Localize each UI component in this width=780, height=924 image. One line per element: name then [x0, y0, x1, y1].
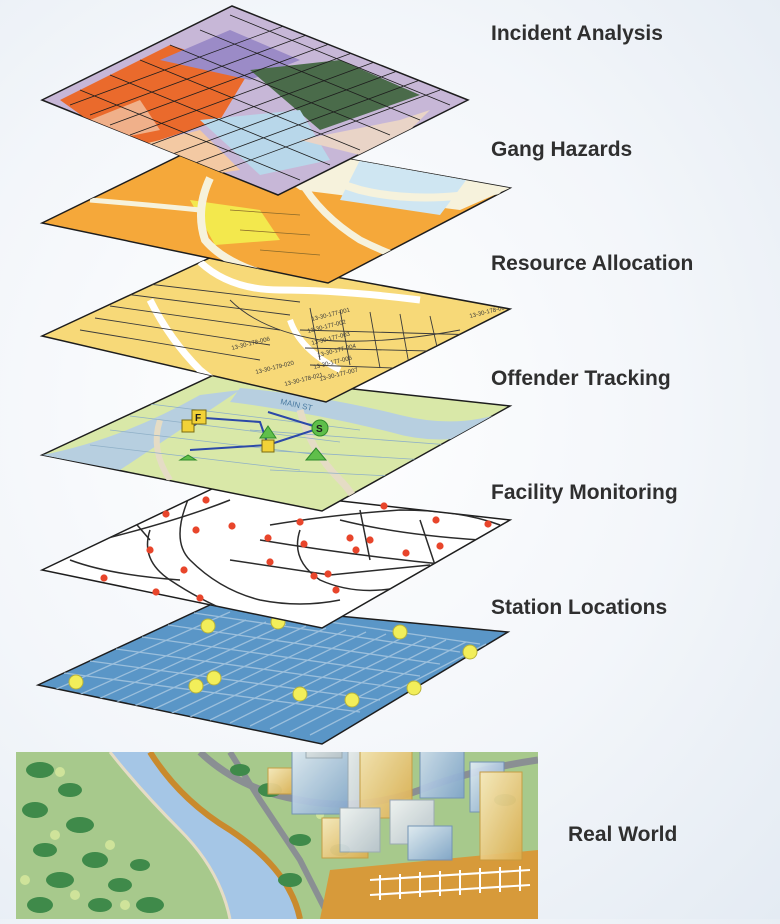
- station-point: [406, 680, 422, 696]
- finish-marker-label: F: [195, 413, 201, 424]
- facility-node: [202, 496, 210, 504]
- facility-nodes: [100, 496, 492, 602]
- layer-label-incident-analysis: Incident Analysis: [491, 22, 663, 45]
- facility-node: [346, 534, 354, 542]
- real-world-base: [16, 752, 538, 919]
- facility-node: [484, 520, 492, 528]
- facility-node: [366, 536, 374, 544]
- facility-node: [380, 502, 388, 510]
- facility-node: [192, 526, 200, 534]
- start-marker-label: S: [316, 424, 323, 435]
- station-point: [200, 618, 216, 634]
- station-point: [206, 670, 222, 686]
- facility-node: [152, 588, 160, 596]
- facility-monitoring-layer: [39, 486, 513, 629]
- station-point: [292, 686, 308, 702]
- facility-node: [296, 518, 304, 526]
- incident-analysis-layer: [40, 5, 470, 196]
- station-point: [462, 644, 478, 660]
- facility-node: [324, 570, 332, 578]
- facility-node: [310, 572, 318, 580]
- facility-node: [432, 516, 440, 524]
- facility-node: [100, 574, 108, 582]
- offender-route: F S: [178, 409, 329, 461]
- offender-tracking-layer: MAIN ST F S: [39, 373, 513, 512]
- facility-node: [146, 546, 154, 554]
- parcel-id-label: 13-30-17: [437, 351, 462, 363]
- start-marker: [311, 419, 329, 437]
- facility-node: [162, 510, 170, 518]
- resource-allocation-layer: 13-30-177-00113-30-177-00213-30-177-0031…: [39, 254, 513, 403]
- facility-node: [332, 586, 340, 594]
- facility-node: [196, 594, 204, 602]
- layer-label-gang-hazards: Gang Hazards: [491, 138, 633, 161]
- facility-node: [436, 542, 444, 550]
- facility-node: [264, 534, 272, 542]
- layer-label-offender-tracking: Offender Tracking: [491, 367, 671, 390]
- base-label-real-world: Real World: [568, 823, 678, 846]
- finish-marker: [191, 409, 207, 425]
- station-point: [68, 674, 84, 690]
- facility-node: [266, 558, 274, 566]
- station-point: [392, 624, 408, 640]
- layer-label-resource-allocation: Resource Allocation: [491, 252, 694, 275]
- layer-label-station-locations: Station Locations: [491, 596, 668, 619]
- facility-node: [228, 522, 236, 530]
- gang-hazards-layer: [39, 135, 513, 284]
- station-point: [188, 678, 204, 694]
- facility-node: [180, 566, 188, 574]
- station-point: [344, 692, 360, 708]
- facility-node: [300, 540, 308, 548]
- layer-label-facility-monitoring: Facility Monitoring: [491, 481, 678, 504]
- facility-node: [402, 549, 410, 557]
- facility-node: [352, 546, 360, 554]
- station-locations-layer: [35, 603, 511, 745]
